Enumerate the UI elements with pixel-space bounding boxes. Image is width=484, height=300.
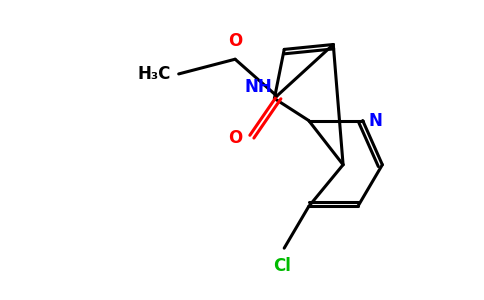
Text: O: O <box>228 32 242 50</box>
Text: O: O <box>228 129 242 147</box>
Text: NH: NH <box>244 78 272 96</box>
Text: N: N <box>369 112 382 130</box>
Text: Cl: Cl <box>273 257 291 275</box>
Text: H₃C: H₃C <box>138 65 171 83</box>
